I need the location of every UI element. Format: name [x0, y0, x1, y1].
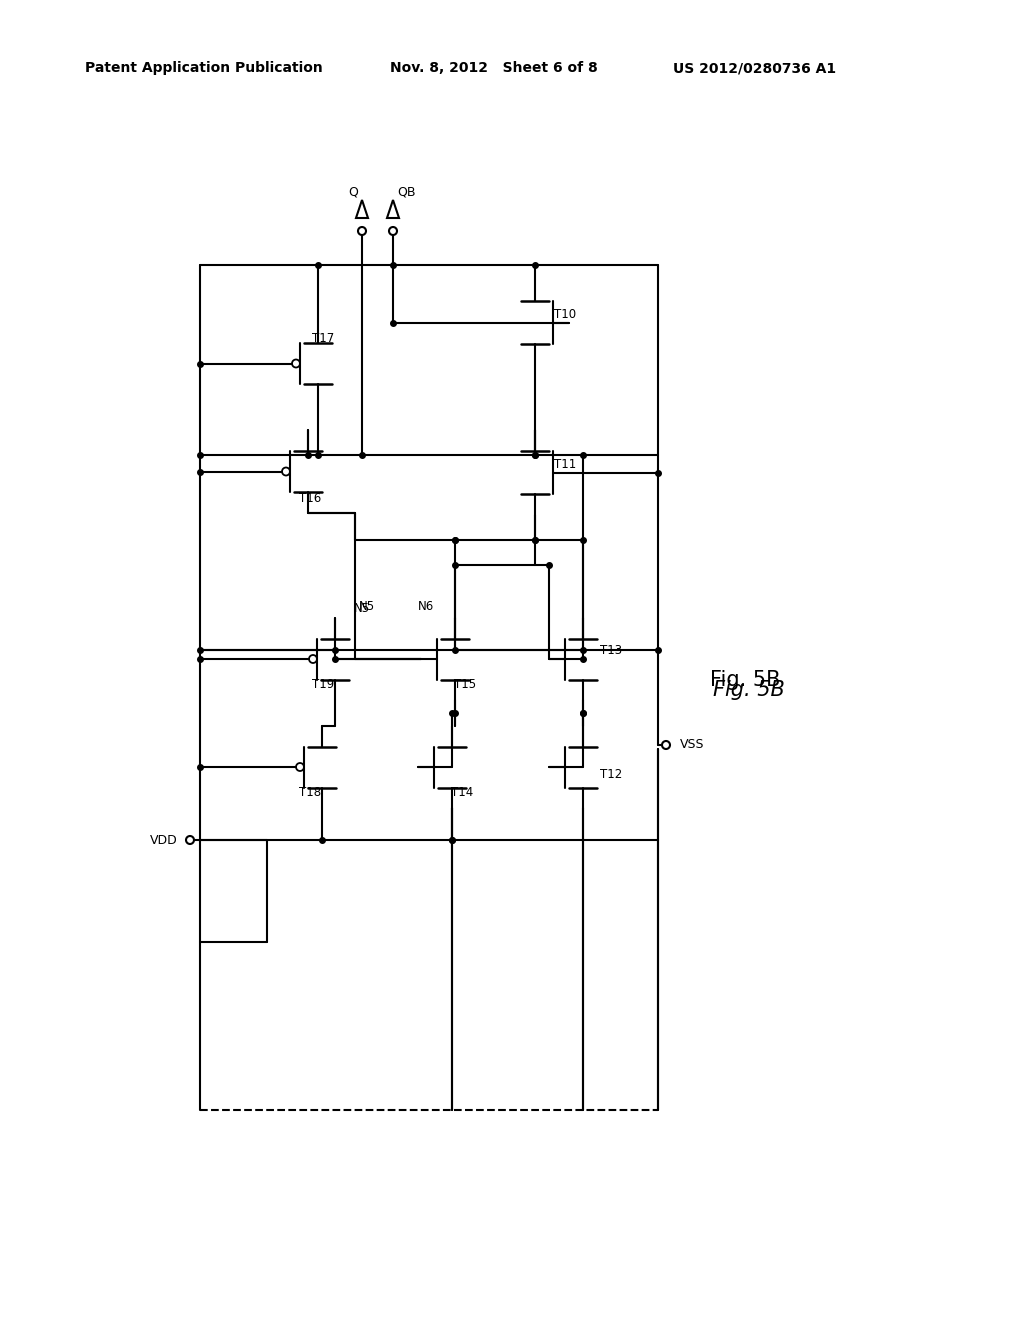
Text: T17: T17 [312, 331, 334, 345]
Text: T14: T14 [451, 787, 473, 800]
Text: T10: T10 [554, 308, 577, 321]
Text: T18: T18 [299, 787, 322, 800]
Text: Fig. 5B: Fig. 5B [713, 680, 784, 700]
Text: US 2012/0280736 A1: US 2012/0280736 A1 [673, 61, 837, 75]
Text: T12: T12 [600, 768, 623, 781]
Text: T16: T16 [299, 491, 322, 504]
Text: T15: T15 [454, 678, 476, 692]
Text: Nov. 8, 2012   Sheet 6 of 8: Nov. 8, 2012 Sheet 6 of 8 [390, 61, 598, 75]
Text: T13: T13 [600, 644, 622, 657]
Text: N5: N5 [354, 602, 370, 615]
Text: T19: T19 [312, 678, 334, 692]
Text: N5: N5 [358, 601, 375, 614]
Text: Fig. 5B: Fig. 5B [710, 671, 780, 690]
Text: N6: N6 [418, 601, 434, 614]
Text: QB: QB [396, 186, 416, 198]
Text: Patent Application Publication: Patent Application Publication [85, 61, 323, 75]
Text: T11: T11 [554, 458, 577, 470]
Text: Q: Q [348, 186, 358, 198]
Text: VDD: VDD [151, 833, 178, 846]
Text: VSS: VSS [680, 738, 705, 751]
